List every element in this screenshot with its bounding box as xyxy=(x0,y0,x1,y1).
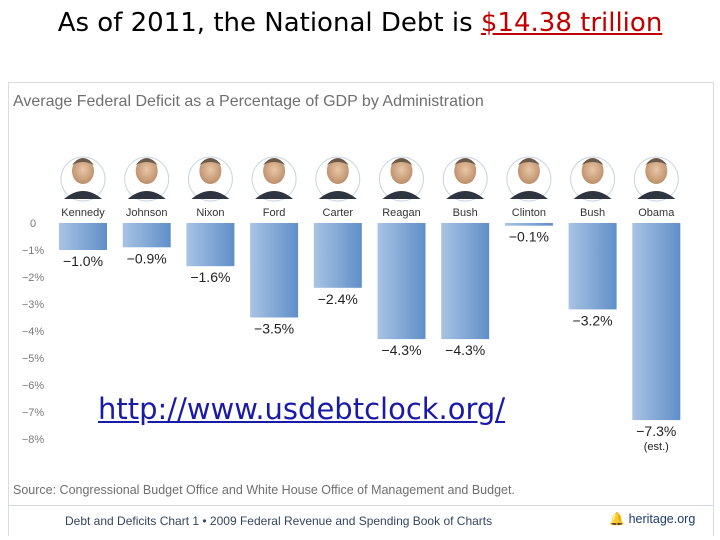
deficit-bar xyxy=(632,223,681,421)
portrait-suit xyxy=(127,191,166,199)
y-tick-label: −6% xyxy=(22,380,45,392)
deficit-bar xyxy=(441,223,490,340)
president-name-label: Nixon xyxy=(196,207,224,219)
y-tick-label: −3% xyxy=(22,299,45,311)
portrait-hair xyxy=(199,158,222,165)
deficit-bar xyxy=(313,223,362,288)
bar-value-label: −1.6% xyxy=(190,269,230,285)
bar-value-label: −7.3% xyxy=(636,423,676,439)
deficit-bar xyxy=(250,223,299,318)
president-name-label: Reagan xyxy=(382,207,421,219)
portrait-face xyxy=(72,158,94,184)
president-name-label: Obama xyxy=(638,207,675,219)
portrait-face xyxy=(581,158,604,184)
portrait-suit xyxy=(446,191,485,199)
bar-value-label: −0.9% xyxy=(127,250,167,266)
portrait-suit xyxy=(573,191,612,199)
portrait-face xyxy=(454,158,477,184)
portrait-face xyxy=(199,158,222,184)
portrait-suit xyxy=(64,191,102,199)
deficit-bar xyxy=(122,223,171,248)
usdebtclock-link[interactable]: http://www.usdebtclock.org/ xyxy=(98,392,506,426)
debt-amount-link[interactable]: $14.38 trillion xyxy=(480,8,663,38)
bar-annotation: (est.) xyxy=(644,441,669,453)
chart-footer-text: Debt and Deficits Chart 1 • 2009 Federal… xyxy=(65,514,493,528)
portrait-face xyxy=(645,158,668,184)
portrait-suit xyxy=(318,191,357,199)
bar-value-label: −2.4% xyxy=(318,291,358,307)
president-name-label: Ford xyxy=(263,207,286,219)
portrait-hair xyxy=(72,158,94,165)
y-tick-label: −8% xyxy=(22,434,45,446)
deficit-bar xyxy=(504,223,553,226)
portrait-suit xyxy=(191,191,230,199)
deficit-bar xyxy=(186,223,235,267)
chart-footer-bar: Debt and Deficits Chart 1 • 2009 Federal… xyxy=(9,505,713,536)
portrait-hair xyxy=(645,158,668,165)
bar-value-label: −4.3% xyxy=(445,342,485,358)
bar-value-label: −4.3% xyxy=(381,342,421,358)
portrait-suit xyxy=(509,191,548,199)
portrait-hair xyxy=(135,158,158,165)
deficit-bar xyxy=(377,223,426,340)
portrait-hair xyxy=(454,158,477,165)
deficit-bar xyxy=(568,223,617,310)
y-tick-label: −2% xyxy=(22,272,45,284)
president-name-label: Bush xyxy=(453,207,478,219)
heritage-logo[interactable]: 🔔 heritage.org xyxy=(609,512,695,527)
president-name-label: Kennedy xyxy=(61,207,105,219)
liberty-bell-icon: 🔔 xyxy=(609,512,625,526)
chart-image-panel: Average Federal Deficit as a Percentage … xyxy=(8,82,714,536)
president-name-label: Bush xyxy=(580,207,605,219)
portrait-face xyxy=(326,158,349,184)
portrait-face xyxy=(135,158,158,184)
portrait-suit xyxy=(637,191,676,199)
portrait-face xyxy=(390,158,413,184)
portrait-hair xyxy=(581,158,604,165)
slide-title-text: As of 2011, the National Debt is xyxy=(57,8,481,38)
bar-value-label: −0.1% xyxy=(509,229,549,245)
president-name-label: Carter xyxy=(323,207,354,219)
y-tick-label: 0 xyxy=(30,218,36,230)
portrait-hair xyxy=(263,158,286,165)
bar-value-label: −3.2% xyxy=(573,312,613,328)
chart-title: Average Federal Deficit as a Percentage … xyxy=(13,93,484,110)
y-tick-label: −5% xyxy=(22,353,45,365)
y-tick-label: −1% xyxy=(22,245,45,257)
president-name-label: Johnson xyxy=(126,207,168,219)
y-tick-label: −4% xyxy=(22,326,45,338)
source-note: Source: Congressional Budget Office and … xyxy=(13,483,515,497)
bar-value-label: −3.5% xyxy=(254,321,294,337)
portrait-hair xyxy=(390,158,413,165)
deficit-bar-chart: Kennedy Johnson Nixon Ford Carter Reagan Bush C… xyxy=(22,156,681,453)
portrait-hair xyxy=(326,158,349,165)
deficit-bar xyxy=(59,223,107,250)
heritage-logo-text: heritage.org xyxy=(628,512,696,526)
y-tick-label: −7% xyxy=(22,407,45,419)
bar-value-label: −1.0% xyxy=(63,253,103,269)
portrait-suit xyxy=(382,191,421,199)
portrait-hair xyxy=(517,158,540,165)
portrait-face xyxy=(517,158,540,184)
president-name-label: Clinton xyxy=(512,207,546,219)
slide-title: As of 2011, the National Debt is $14.38 … xyxy=(0,8,720,38)
portrait-suit xyxy=(255,191,294,199)
portrait-face xyxy=(263,158,286,184)
